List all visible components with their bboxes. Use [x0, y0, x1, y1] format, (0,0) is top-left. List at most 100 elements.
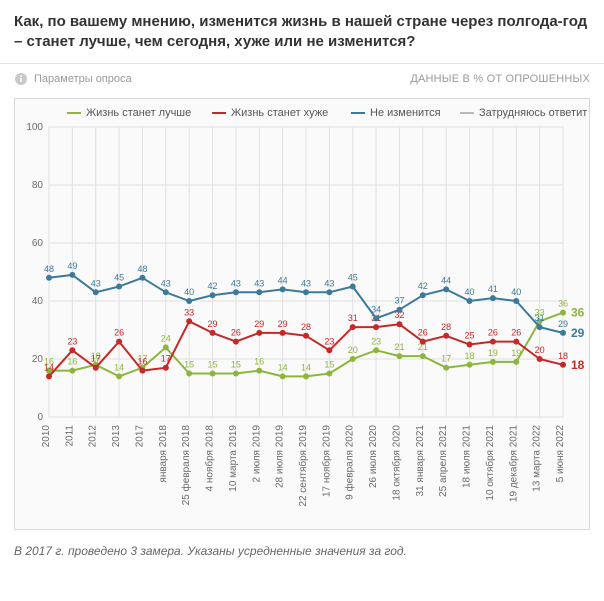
- svg-text:17: 17: [441, 353, 451, 363]
- svg-text:26 июля 2020: 26 июля 2020: [368, 424, 379, 487]
- svg-text:36: 36: [558, 298, 568, 308]
- svg-text:2010: 2010: [41, 424, 52, 447]
- svg-text:26: 26: [488, 327, 498, 337]
- svg-text:10 октября 2021: 10 октября 2021: [484, 424, 496, 500]
- params-label: Параметры опроса: [34, 73, 132, 85]
- svg-text:4 ноября 2018: 4 ноября 2018: [204, 424, 216, 491]
- svg-text:15: 15: [208, 359, 218, 369]
- svg-text:25 февраля 2018: 25 февраля 2018: [180, 424, 192, 505]
- svg-text:2013: 2013: [111, 424, 122, 447]
- svg-text:33: 33: [184, 307, 194, 317]
- page-title: Как, по вашему мнению, изменится жизнь в…: [14, 12, 590, 53]
- svg-text:20: 20: [535, 345, 545, 355]
- chart-svg: 02040608010020102011201220132017января 2…: [15, 99, 587, 529]
- svg-text:18: 18: [571, 357, 585, 371]
- svg-text:28 июля 2019: 28 июля 2019: [275, 424, 286, 487]
- svg-text:25 апреля 2021: 25 апреля 2021: [438, 424, 449, 496]
- svg-text:28: 28: [441, 321, 451, 331]
- svg-text:20: 20: [32, 354, 44, 365]
- svg-text:18 июля 2021: 18 июля 2021: [462, 424, 473, 487]
- svg-text:14: 14: [278, 362, 288, 372]
- svg-text:15: 15: [324, 359, 334, 369]
- svg-text:41: 41: [488, 284, 498, 294]
- svg-text:80: 80: [32, 180, 44, 191]
- svg-text:26: 26: [418, 327, 428, 337]
- svg-text:60: 60: [32, 238, 44, 249]
- units-label: ДАННЫЕ В % ОТ ОПРОШЕННЫХ: [410, 73, 590, 85]
- svg-text:19: 19: [511, 347, 521, 357]
- svg-text:29: 29: [208, 318, 218, 328]
- svg-text:40: 40: [184, 287, 194, 297]
- svg-text:14: 14: [44, 362, 54, 372]
- svg-text:42: 42: [418, 281, 428, 291]
- svg-text:0: 0: [37, 412, 43, 423]
- svg-text:100: 100: [26, 122, 43, 133]
- svg-text:19 декабря 2021: 19 декабря 2021: [507, 424, 519, 502]
- title-block: Как, по вашему мнению, изменится жизнь в…: [0, 0, 604, 64]
- params-link[interactable]: Параметры опроса: [14, 72, 132, 86]
- svg-text:43: 43: [254, 278, 264, 288]
- info-icon: [14, 72, 28, 86]
- svg-text:Не изменится: Не изменится: [370, 107, 441, 119]
- svg-text:23: 23: [324, 336, 334, 346]
- svg-text:18 октября 2020: 18 октября 2020: [390, 424, 402, 500]
- svg-text:43: 43: [91, 278, 101, 288]
- svg-text:16: 16: [67, 356, 77, 366]
- svg-text:19: 19: [488, 347, 498, 357]
- svg-text:31: 31: [348, 313, 358, 323]
- svg-text:Жизнь станет лучше: Жизнь станет лучше: [86, 107, 191, 119]
- svg-text:14: 14: [114, 362, 124, 372]
- svg-text:45: 45: [114, 272, 124, 282]
- svg-text:40: 40: [465, 287, 475, 297]
- container: Как, по вашему мнению, изменится жизнь в…: [0, 0, 604, 572]
- svg-text:31: 31: [535, 313, 545, 323]
- svg-text:28: 28: [301, 321, 311, 331]
- svg-text:14: 14: [301, 362, 311, 372]
- svg-text:43: 43: [161, 278, 171, 288]
- svg-text:29: 29: [558, 318, 568, 328]
- svg-text:42: 42: [208, 281, 218, 291]
- svg-text:18: 18: [558, 350, 568, 360]
- svg-text:48: 48: [44, 263, 54, 273]
- svg-text:16: 16: [254, 356, 264, 366]
- svg-text:49: 49: [67, 260, 77, 270]
- svg-text:2 июля 2019: 2 июля 2019: [251, 424, 262, 482]
- svg-text:5 июня 2022: 5 июня 2022: [555, 424, 566, 482]
- svg-text:26: 26: [231, 327, 241, 337]
- svg-text:2017: 2017: [134, 424, 145, 447]
- subhead-row: Параметры опроса ДАННЫЕ В % ОТ ОПРОШЕННЫ…: [0, 64, 604, 94]
- svg-text:44: 44: [441, 275, 451, 285]
- svg-text:2011: 2011: [64, 424, 75, 446]
- svg-text:43: 43: [301, 278, 311, 288]
- svg-text:26: 26: [511, 327, 521, 337]
- svg-text:13 марта 2022: 13 марта 2022: [532, 424, 543, 491]
- svg-text:48: 48: [137, 263, 147, 273]
- svg-text:15: 15: [184, 359, 194, 369]
- svg-text:18: 18: [465, 350, 475, 360]
- svg-text:Затрудняюсь ответить: Затрудняюсь ответить: [479, 107, 587, 119]
- svg-text:16: 16: [137, 356, 147, 366]
- svg-text:17: 17: [161, 353, 171, 363]
- svg-text:10 марта 2019: 10 марта 2019: [228, 424, 239, 491]
- svg-text:15: 15: [231, 359, 241, 369]
- svg-text:25: 25: [465, 330, 475, 340]
- svg-text:26: 26: [114, 327, 124, 337]
- svg-text:Жизнь станет хуже: Жизнь станет хуже: [231, 107, 328, 119]
- svg-text:45: 45: [348, 272, 358, 282]
- svg-text:января 2018: января 2018: [158, 424, 169, 482]
- svg-text:17 ноября 2019: 17 ноября 2019: [320, 424, 332, 496]
- svg-text:40: 40: [511, 287, 521, 297]
- svg-text:29: 29: [254, 318, 264, 328]
- svg-text:9 февраля 2020: 9 февраля 2020: [344, 424, 356, 499]
- footnote: В 2017 г. проведено 3 замера. Указаны ус…: [0, 530, 604, 572]
- svg-text:20: 20: [348, 345, 358, 355]
- svg-text:43: 43: [324, 278, 334, 288]
- svg-text:44: 44: [278, 275, 288, 285]
- chart: 02040608010020102011201220132017января 2…: [14, 98, 590, 530]
- svg-text:31 января 2021: 31 января 2021: [415, 424, 426, 496]
- svg-text:23: 23: [371, 336, 381, 346]
- svg-text:2012: 2012: [88, 424, 99, 447]
- svg-text:40: 40: [32, 296, 44, 307]
- svg-text:17: 17: [91, 353, 101, 363]
- svg-text:29: 29: [571, 325, 585, 339]
